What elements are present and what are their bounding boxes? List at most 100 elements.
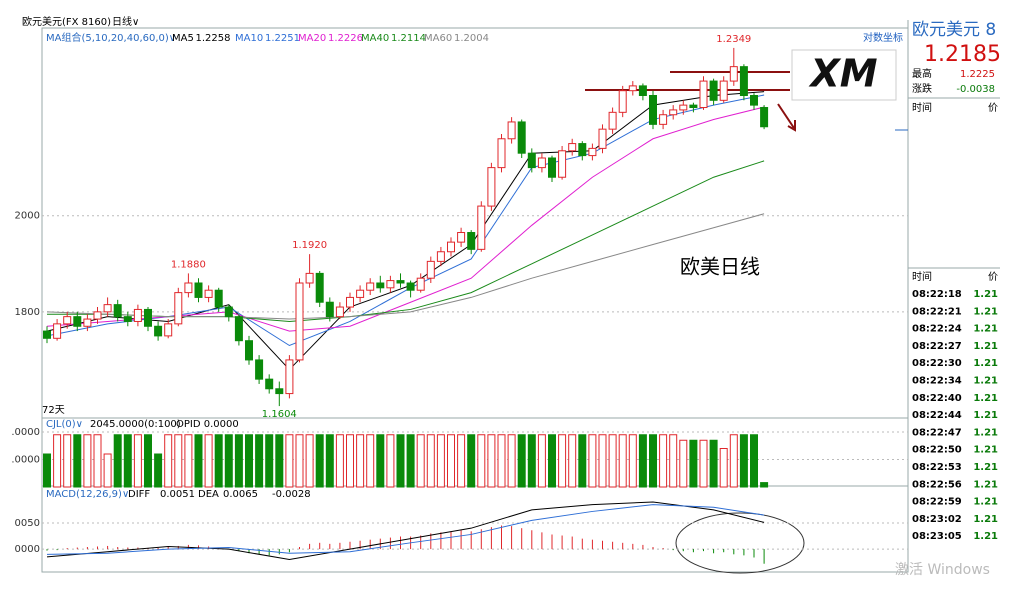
log-button[interactable]: 对数坐标 [863,31,903,44]
candle-body [588,147,597,157]
candle-body [325,301,334,318]
price-label: 1.1920 [292,240,327,251]
volume-bar [436,434,445,488]
price-label: 1.1604 [262,409,297,420]
volume-bar [184,434,193,488]
volume-bar [396,434,405,488]
candle-body [184,282,193,294]
col-time: 时间 [912,101,932,114]
volume-bar [598,434,607,488]
candle-body [477,205,486,250]
y-tick-label: .0000 [11,455,40,466]
candle-body [729,66,738,82]
volume-bar [719,448,728,488]
volume-bar [649,434,657,488]
volume-bar [638,434,647,488]
candle-body [568,143,577,152]
logo: XM [808,52,877,96]
candle-body [689,104,698,109]
candle-body [638,85,647,96]
volume-bar [123,434,132,488]
candle-body [750,95,758,106]
legend-title: MACD(12,26,9)∨ [46,489,129,500]
tick-time: 08:22:56 [912,479,962,490]
ma-line [46,213,765,320]
legend-title: MA组合(5,10,20,40,60,0)∨ [46,31,176,44]
volume-bar [245,434,253,488]
legend-name: MA10 [235,33,263,44]
candle-body [123,316,132,322]
volume-bar [204,434,213,488]
y-tick-label: 1800 [15,307,40,318]
volume-bar [315,434,324,488]
tick-price: 1.21 [973,479,998,490]
volume-bar [426,434,435,488]
candle-body [366,282,375,291]
volume-bar [275,434,284,488]
symbol: 欧元美元(FX 8160) [22,15,111,28]
volume-bar [457,434,466,488]
candle-body [467,232,476,250]
volume-bar [103,453,112,488]
candle-body [457,232,466,243]
candle-body [507,121,516,140]
candle-body [739,66,748,96]
candle-body [649,95,657,125]
candle-body [245,340,253,361]
price-label: 1.1880 [171,259,206,270]
volume-bar [578,434,587,488]
volume-bar [93,434,102,488]
candle-body [265,378,274,390]
volume-bar [729,434,738,488]
col-price: 价 [988,102,998,114]
volume-bar [113,434,122,488]
volume-bar [709,439,718,488]
volume-bar [739,434,748,488]
legend-value: 1.2004 [454,33,489,44]
volume-bar [144,434,152,488]
high-label: 最高 [912,67,932,80]
volume-bar [527,434,536,488]
volume-bar [558,434,567,488]
tick-price: 1.21 [973,462,998,473]
candle-body [214,289,223,308]
volume-bar [305,434,314,488]
tick-time: 08:22:44 [912,410,962,421]
volume-bar [83,434,92,488]
logo-box [791,49,897,101]
candle-body [305,272,314,284]
volume-bar [467,434,476,488]
volume-bar [386,434,395,488]
legend-name: MA40 [361,33,389,44]
legend-value: -0.0028 [272,489,311,500]
candle-body [669,109,678,116]
candle-body [406,282,415,291]
tick-price: 1.21 [973,289,998,300]
volume-bar [618,434,627,488]
high-value: 1.2225 [960,69,995,80]
candle-body [194,282,203,298]
period-select[interactable]: 日线∨ [112,15,139,28]
price-label: 1.2349 [716,34,751,45]
y-tick-label: .0000 [11,427,40,438]
change-label: 涨跌 [912,82,932,95]
tick-price: 1.21 [973,341,998,352]
candle-body [679,104,688,111]
volume-bar [497,434,506,488]
tick-time: 08:22:21 [912,306,962,317]
candle-body [174,292,183,325]
volume-bar [507,434,516,488]
candle-body [335,306,344,318]
y-tick-label: 0050 [15,518,40,529]
watermark: 激活 Windows [895,561,990,578]
volume-bar [517,434,526,488]
candle-body [618,90,627,113]
volume-bar [628,434,637,488]
tick-price: 1.21 [973,358,998,369]
tick-price: 1.21 [973,427,998,438]
candle-body [517,121,526,154]
tick-time: 08:22:24 [912,324,962,335]
volume-bar [760,482,769,488]
candle-body [426,260,435,279]
